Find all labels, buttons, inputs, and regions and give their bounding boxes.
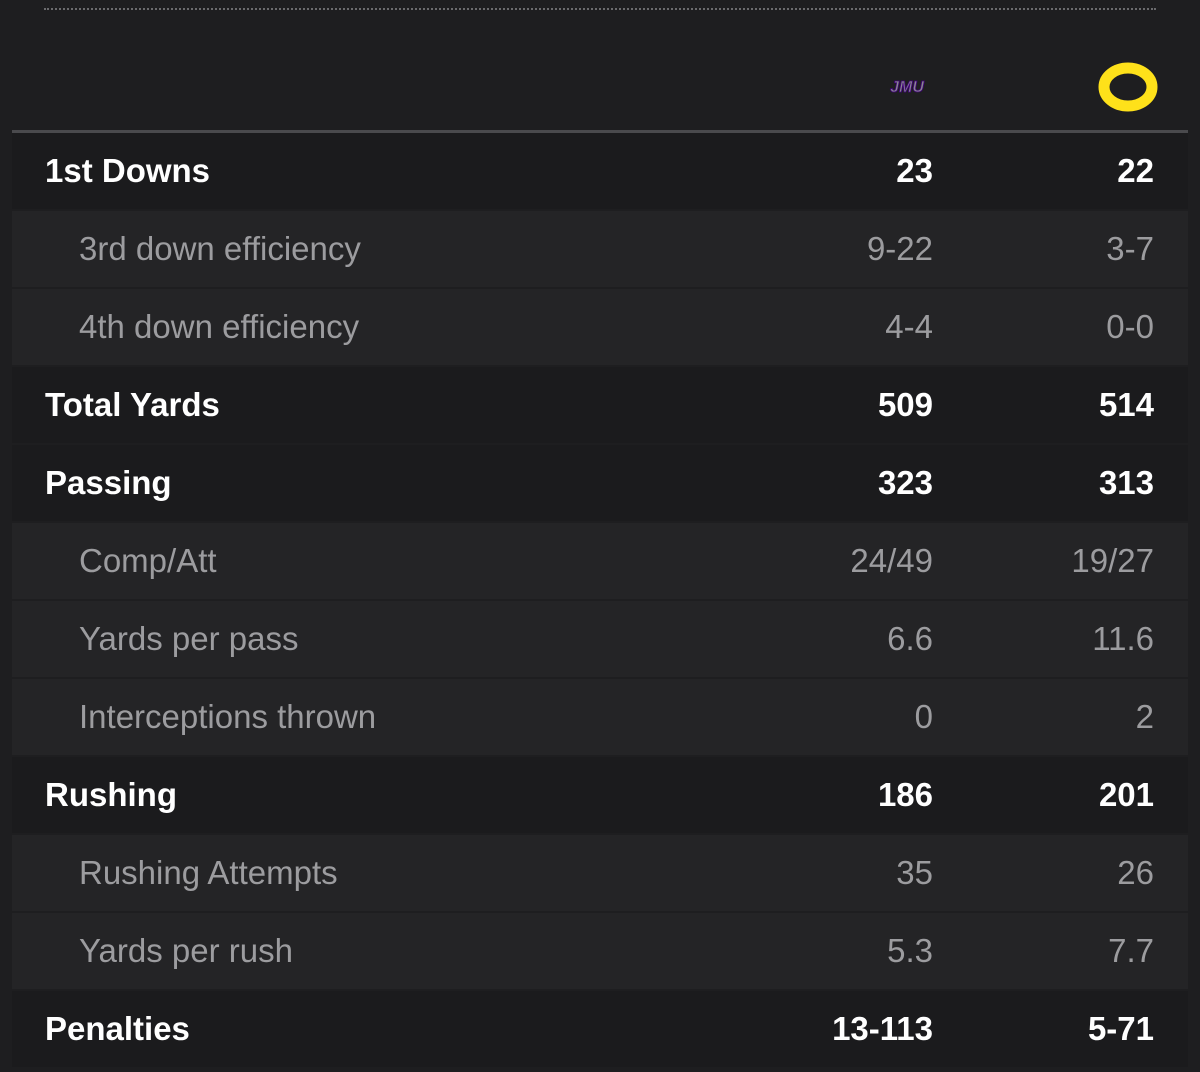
home-value: 7.7 bbox=[1108, 932, 1154, 969]
away-value: 323 bbox=[877, 464, 933, 501]
home-value: 26 bbox=[1117, 854, 1154, 891]
home-value: 201 bbox=[1098, 776, 1154, 813]
home-value: 19/27 bbox=[1071, 542, 1154, 579]
stat-row-yards-per-rush: Yards per rush 5.3 7.7 bbox=[12, 913, 1188, 989]
away-value: 9-22 bbox=[866, 230, 933, 267]
home-value: 0-0 bbox=[1106, 308, 1154, 345]
stat-row-rushing-attempts: Rushing Attempts 35 26 bbox=[12, 835, 1188, 911]
away-value: 24/49 bbox=[850, 542, 933, 579]
stat-label: 1st Downs bbox=[45, 152, 211, 189]
home-value: 514 bbox=[1098, 386, 1154, 423]
stats-table: 1st Downs 23 22 3rd down efficiency 9-22… bbox=[12, 133, 1188, 1069]
stat-row-passing: Passing 323 313 bbox=[12, 445, 1188, 521]
home-value: 2 bbox=[1135, 698, 1154, 735]
stat-label: 4th down efficiency bbox=[79, 308, 360, 345]
away-value: 4-4 bbox=[885, 308, 933, 345]
stat-label: Comp/Att bbox=[79, 542, 217, 579]
away-value: 6.6 bbox=[887, 620, 933, 657]
away-value: 186 bbox=[877, 776, 933, 813]
stat-row-fourth-down: 4th down efficiency 4-4 0-0 bbox=[12, 289, 1188, 365]
jmu-logo-icon: JMU bbox=[882, 74, 932, 98]
home-value: 11.6 bbox=[1092, 620, 1154, 657]
stat-label: Penalties bbox=[45, 1010, 190, 1047]
home-value: 313 bbox=[1098, 464, 1154, 501]
stat-label: 3rd down efficiency bbox=[79, 230, 361, 267]
stat-row-rushing: Rushing 186 201 bbox=[12, 757, 1188, 833]
stat-row-interceptions: Interceptions thrown 0 2 bbox=[12, 679, 1188, 755]
away-value: 5.3 bbox=[887, 932, 933, 969]
away-value: 35 bbox=[896, 854, 933, 891]
away-value: 23 bbox=[896, 152, 933, 189]
away-value: 13-113 bbox=[832, 1010, 933, 1047]
stat-label: Yards per pass bbox=[79, 620, 299, 657]
home-value: 3-7 bbox=[1106, 230, 1154, 267]
away-value: 509 bbox=[877, 386, 933, 423]
stat-row-first-downs: 1st Downs 23 22 bbox=[12, 133, 1188, 209]
stat-label: Interceptions thrown bbox=[79, 698, 377, 735]
jmu-logo-text: JMU bbox=[890, 79, 924, 96]
away-value: 0 bbox=[914, 698, 933, 735]
stat-label: Total Yards bbox=[45, 386, 220, 423]
stat-row-total-yards: Total Yards 509 514 bbox=[12, 367, 1188, 443]
stat-label: Passing bbox=[45, 464, 172, 501]
top-divider bbox=[44, 8, 1156, 10]
stat-label: Yards per rush bbox=[79, 932, 293, 969]
stat-row-comp-att: Comp/Att 24/49 19/27 bbox=[12, 523, 1188, 599]
team-header: JMU bbox=[12, 14, 1188, 133]
oregon-logo-icon bbox=[1098, 62, 1158, 112]
stat-row-penalties: Penalties 13-113 5-71 bbox=[12, 991, 1188, 1067]
stat-row-third-down: 3rd down efficiency 9-22 3-7 bbox=[12, 211, 1188, 287]
home-value: 22 bbox=[1117, 152, 1154, 189]
stat-label: Rushing Attempts bbox=[79, 854, 338, 891]
stat-label: Rushing bbox=[45, 776, 177, 813]
stat-row-yards-per-pass: Yards per pass 6.6 11.6 bbox=[12, 601, 1188, 677]
home-value: 5-71 bbox=[1087, 1010, 1154, 1047]
